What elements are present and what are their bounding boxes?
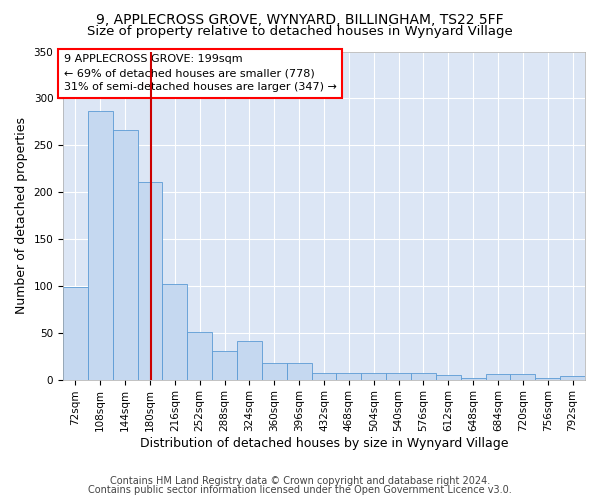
Bar xyxy=(187,332,212,380)
Bar xyxy=(237,341,262,380)
Bar xyxy=(535,378,560,380)
Bar xyxy=(337,373,361,380)
Bar xyxy=(485,374,511,380)
Bar xyxy=(88,110,113,380)
Text: Contains HM Land Registry data © Crown copyright and database right 2024.: Contains HM Land Registry data © Crown c… xyxy=(110,476,490,486)
Bar xyxy=(287,362,311,380)
Bar xyxy=(311,373,337,380)
Bar xyxy=(163,284,187,380)
Bar xyxy=(113,130,137,380)
Text: 9 APPLECROSS GROVE: 199sqm
← 69% of detached houses are smaller (778)
31% of sem: 9 APPLECROSS GROVE: 199sqm ← 69% of deta… xyxy=(64,54,337,92)
Text: Contains public sector information licensed under the Open Government Licence v3: Contains public sector information licen… xyxy=(88,485,512,495)
Bar xyxy=(63,287,88,380)
Bar xyxy=(212,350,237,380)
Y-axis label: Number of detached properties: Number of detached properties xyxy=(15,117,28,314)
Bar xyxy=(262,362,287,380)
X-axis label: Distribution of detached houses by size in Wynyard Village: Distribution of detached houses by size … xyxy=(140,437,508,450)
Bar xyxy=(386,373,411,380)
Bar xyxy=(560,376,585,380)
Bar xyxy=(411,373,436,380)
Bar xyxy=(361,373,386,380)
Bar xyxy=(137,182,163,380)
Bar xyxy=(436,375,461,380)
Text: 9, APPLECROSS GROVE, WYNYARD, BILLINGHAM, TS22 5FF: 9, APPLECROSS GROVE, WYNYARD, BILLINGHAM… xyxy=(96,12,504,26)
Bar xyxy=(511,374,535,380)
Text: Size of property relative to detached houses in Wynyard Village: Size of property relative to detached ho… xyxy=(87,25,513,38)
Bar xyxy=(461,378,485,380)
